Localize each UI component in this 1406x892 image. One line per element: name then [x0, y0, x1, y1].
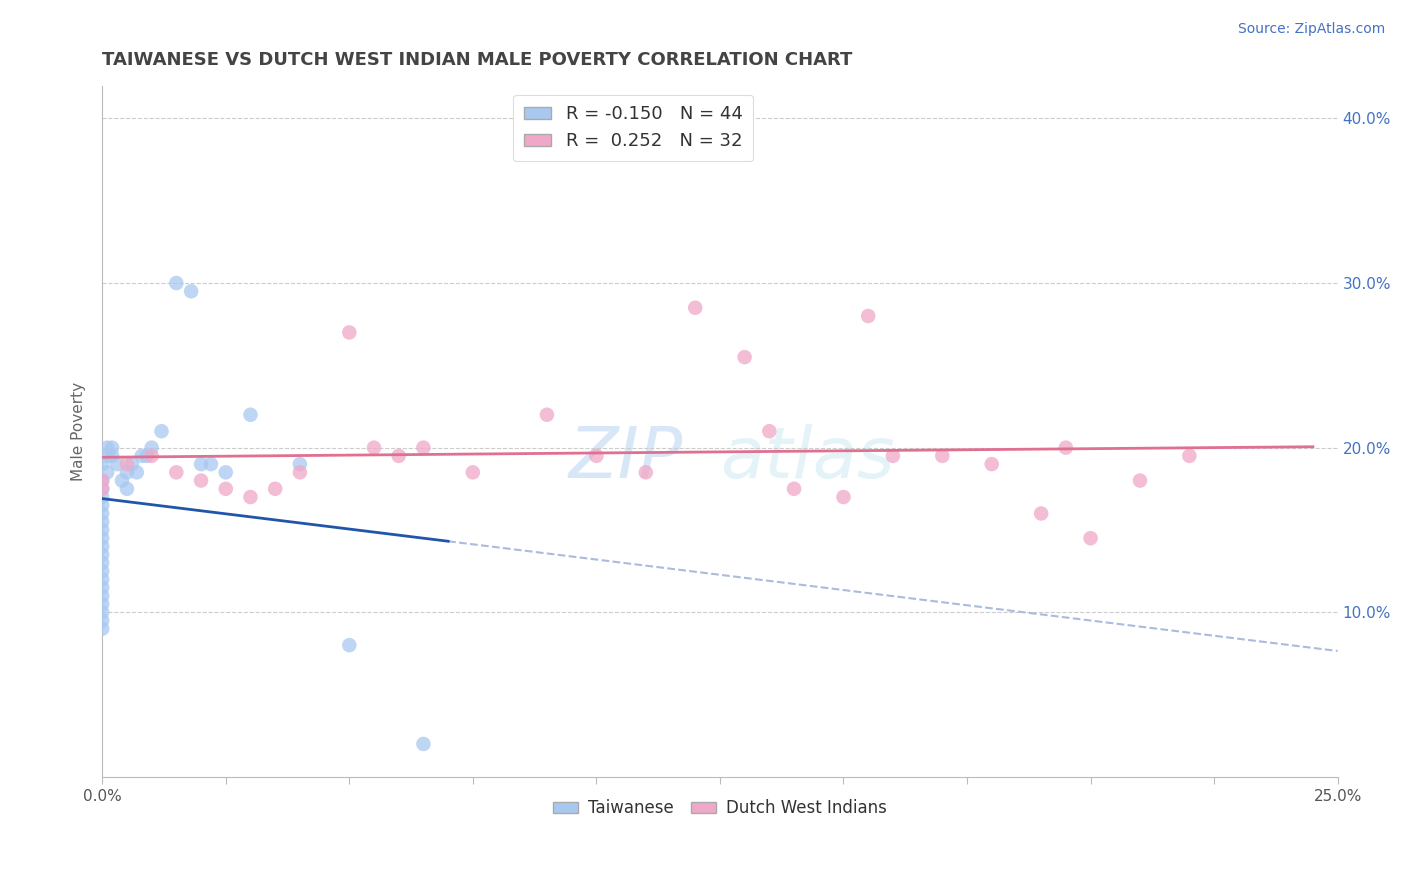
Point	[288, 466, 311, 480]
Point	[91, 515, 114, 529]
Point	[215, 466, 238, 480]
Point	[461, 466, 484, 480]
Point	[634, 466, 657, 480]
Point	[91, 498, 114, 512]
Point	[91, 581, 114, 595]
Point	[131, 449, 153, 463]
Point	[91, 548, 114, 562]
Point	[91, 540, 114, 554]
Point	[337, 326, 360, 340]
Point	[91, 597, 114, 611]
Point	[91, 490, 114, 504]
Point	[165, 276, 187, 290]
Point	[683, 301, 706, 315]
Point	[150, 424, 173, 438]
Point	[115, 466, 138, 480]
Point	[190, 474, 212, 488]
Point	[141, 449, 163, 463]
Point	[758, 424, 780, 438]
Point	[91, 474, 114, 488]
Point	[96, 449, 118, 463]
Text: atlas: atlas	[720, 425, 894, 493]
Point	[264, 482, 287, 496]
Point	[239, 490, 262, 504]
Point	[91, 572, 114, 586]
Point	[91, 482, 114, 496]
Point	[1029, 507, 1052, 521]
Point	[111, 474, 134, 488]
Point	[141, 441, 163, 455]
Point	[121, 457, 143, 471]
Point	[363, 441, 385, 455]
Point	[101, 441, 124, 455]
Point	[882, 449, 904, 463]
Text: TAIWANESE VS DUTCH WEST INDIAN MALE POVERTY CORRELATION CHART: TAIWANESE VS DUTCH WEST INDIAN MALE POVE…	[103, 51, 852, 69]
Point	[1080, 531, 1102, 545]
Point	[115, 482, 138, 496]
Point	[96, 466, 118, 480]
Point	[165, 466, 187, 480]
Point	[190, 457, 212, 471]
Point	[388, 449, 411, 463]
Text: Source: ZipAtlas.com: Source: ZipAtlas.com	[1237, 22, 1385, 37]
Point	[91, 614, 114, 628]
Point	[115, 457, 138, 471]
Point	[101, 449, 124, 463]
Point	[91, 523, 114, 537]
Text: ZIP: ZIP	[568, 425, 683, 493]
Point	[1054, 441, 1077, 455]
Point	[135, 449, 157, 463]
Point	[239, 408, 262, 422]
Point	[105, 457, 128, 471]
Y-axis label: Male Poverty: Male Poverty	[72, 382, 86, 481]
Point	[91, 622, 114, 636]
Point	[1129, 474, 1152, 488]
Point	[91, 507, 114, 521]
Point	[200, 457, 222, 471]
Point	[980, 457, 1002, 471]
Point	[91, 457, 114, 471]
Point	[215, 482, 238, 496]
Point	[288, 457, 311, 471]
Point	[125, 466, 148, 480]
Point	[91, 605, 114, 619]
Point	[91, 589, 114, 603]
Point	[783, 482, 806, 496]
Legend: Taiwanese, Dutch West Indians: Taiwanese, Dutch West Indians	[547, 792, 893, 824]
Point	[91, 482, 114, 496]
Point	[412, 441, 434, 455]
Point	[856, 309, 879, 323]
Point	[1178, 449, 1201, 463]
Point	[585, 449, 607, 463]
Point	[180, 285, 202, 299]
Point	[931, 449, 953, 463]
Point	[91, 531, 114, 545]
Point	[734, 350, 756, 364]
Point	[91, 474, 114, 488]
Point	[96, 441, 118, 455]
Point	[536, 408, 558, 422]
Point	[337, 638, 360, 652]
Point	[91, 564, 114, 578]
Point	[832, 490, 855, 504]
Point	[412, 737, 434, 751]
Point	[91, 556, 114, 570]
